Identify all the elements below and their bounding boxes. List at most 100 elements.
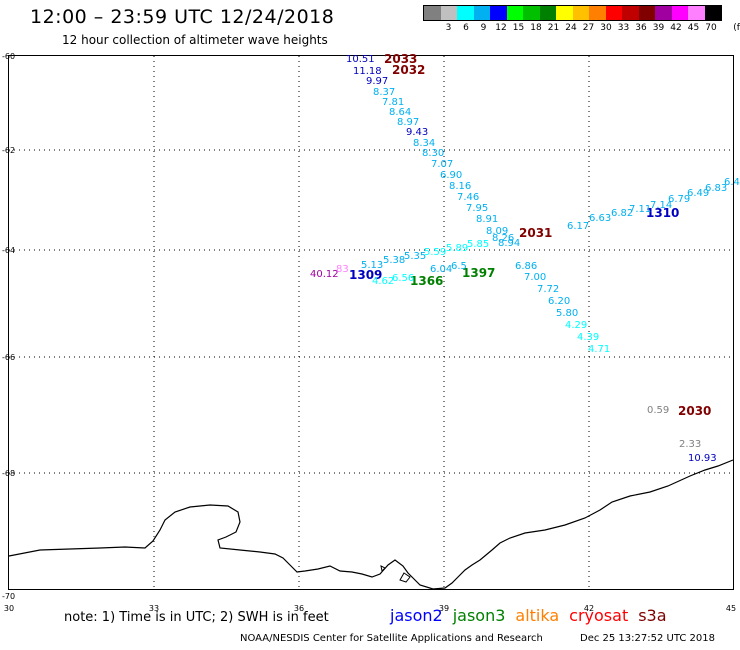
swh-value: 5.38 — [383, 255, 406, 266]
swh-value: 6.04 — [430, 264, 453, 275]
lon-label: 36 — [293, 604, 305, 613]
lon-label: 42 — [583, 604, 595, 613]
swh-value: 8.64 — [389, 107, 412, 118]
legend-swatch — [440, 6, 457, 20]
pass-id-label: 1310 — [646, 206, 680, 220]
swh-value: 7.07 — [431, 159, 454, 170]
legend-label: 33 — [617, 23, 630, 33]
swh-value: 4.62 — [372, 276, 395, 287]
legend-unit: (ft) — [733, 23, 740, 33]
lon-label: 33 — [148, 604, 160, 613]
pass-id-label: 1366 — [410, 274, 444, 288]
legend-swatch — [539, 6, 556, 20]
island-small — [380, 565, 386, 573]
pass-id-label: 2030 — [678, 404, 712, 418]
legend-label: 39 — [652, 23, 665, 33]
legend-label: 30 — [600, 23, 612, 33]
legend-swatch — [622, 6, 639, 20]
timestamp-text: Dec 25 13:27:52 UTC 2018 — [580, 633, 715, 644]
lat-label: -70 — [2, 592, 16, 601]
swh-value: 8.30 — [422, 148, 445, 159]
legend-swatch — [605, 6, 622, 20]
pass-id-label: 1397 — [462, 266, 496, 280]
swh-value: 6.82 — [611, 208, 634, 219]
legend-label: 9 — [480, 23, 487, 33]
swh-value: 8.09 — [486, 226, 509, 237]
swh-value: 8.91 — [476, 214, 499, 225]
lat-label: -68 — [2, 469, 16, 478]
swh-value: 7.81 — [382, 97, 405, 108]
lat-label: -60 — [2, 52, 16, 61]
legend-label: 42 — [670, 23, 682, 33]
credit-text: NOAA/NESDIS Center for Satellite Applica… — [240, 633, 543, 644]
swh-value: 5.85 — [467, 239, 490, 250]
swh-value: 8.16 — [449, 181, 472, 192]
legend-label: 6 — [463, 23, 469, 33]
pass-id-label: 2031 — [519, 226, 553, 240]
swh-value: 8.37 — [373, 87, 396, 98]
map-title: 12:00 – 23:59 UTC 12/24/2018 — [30, 6, 335, 28]
island-east — [399, 572, 411, 583]
mission-jason2: jason2 — [390, 606, 443, 625]
swh-value: 4.71 — [588, 344, 611, 355]
legend-label: 12 — [495, 23, 507, 33]
legend-swatch — [572, 6, 589, 20]
swh-value: 11.18 — [353, 66, 382, 77]
mission-legend: jason2 jason3 altika cryosat s3a — [390, 606, 677, 625]
legend-swatch — [704, 6, 721, 20]
swh-value: 7.72 — [537, 284, 560, 295]
legend-swatch — [638, 6, 655, 20]
legend-swatch — [473, 6, 490, 20]
legend-swatch — [671, 6, 688, 20]
legend-swatch — [424, 6, 441, 20]
swh-value: 6.63 — [589, 213, 612, 224]
legend-label: 45 — [687, 23, 700, 33]
swh-value: 8.34 — [413, 138, 436, 149]
swh-value: 7.14 — [650, 200, 673, 211]
legend-swatches — [423, 5, 722, 21]
legend-swatch — [655, 6, 672, 20]
swh-value: 5.13 — [361, 260, 384, 271]
pass-id-label: 2033 — [384, 52, 418, 66]
legend-swatch — [589, 6, 606, 20]
swh-value: 7.46 — [457, 192, 480, 203]
legend-label: 70 — [705, 23, 717, 33]
lon-label: 39 — [438, 604, 450, 613]
swh-value: 6.49 — [687, 188, 710, 199]
swh-value: 6.4 — [724, 177, 740, 188]
swh-value: 5.89 — [446, 243, 469, 254]
pass-id-label: 1309 — [349, 268, 383, 282]
swh-value: 6.83 — [705, 183, 728, 194]
legend-label: 21 — [547, 23, 560, 33]
swh-value: 9.97 — [366, 76, 389, 87]
swh-value: 6.17 — [567, 221, 590, 232]
pass-id-label: 2032 — [392, 63, 426, 77]
swh-value: 8.26 — [492, 233, 515, 244]
swh-value: 6.90 — [440, 170, 463, 181]
legend-label: 18 — [530, 23, 542, 33]
swh-value: 10.51 — [346, 54, 375, 65]
graticule — [9, 56, 733, 589]
swh-value: 7.95 — [466, 203, 489, 214]
legend-swatch — [457, 6, 474, 20]
swh-value: 10.93 — [688, 453, 717, 464]
swh-value: 40.12 — [310, 269, 339, 280]
legend-label: 27 — [582, 23, 595, 33]
antarctic-coastline — [8, 459, 734, 590]
map-frame — [8, 55, 734, 590]
mission-cryosat: cryosat — [569, 606, 629, 625]
swh-value: 6.79 — [668, 194, 691, 205]
swh-value: 7.11 — [629, 204, 652, 215]
swh-value: 5.35 — [404, 251, 427, 262]
legend-swatch — [688, 6, 705, 20]
swh-value: 8.94 — [498, 238, 521, 249]
legend-swatch — [490, 6, 507, 20]
lat-label: -64 — [2, 246, 16, 255]
legend-label: 24 — [565, 23, 577, 33]
legend-swatch — [556, 6, 573, 20]
swh-value: 9.43 — [406, 127, 429, 138]
legend-swatch — [523, 6, 540, 20]
